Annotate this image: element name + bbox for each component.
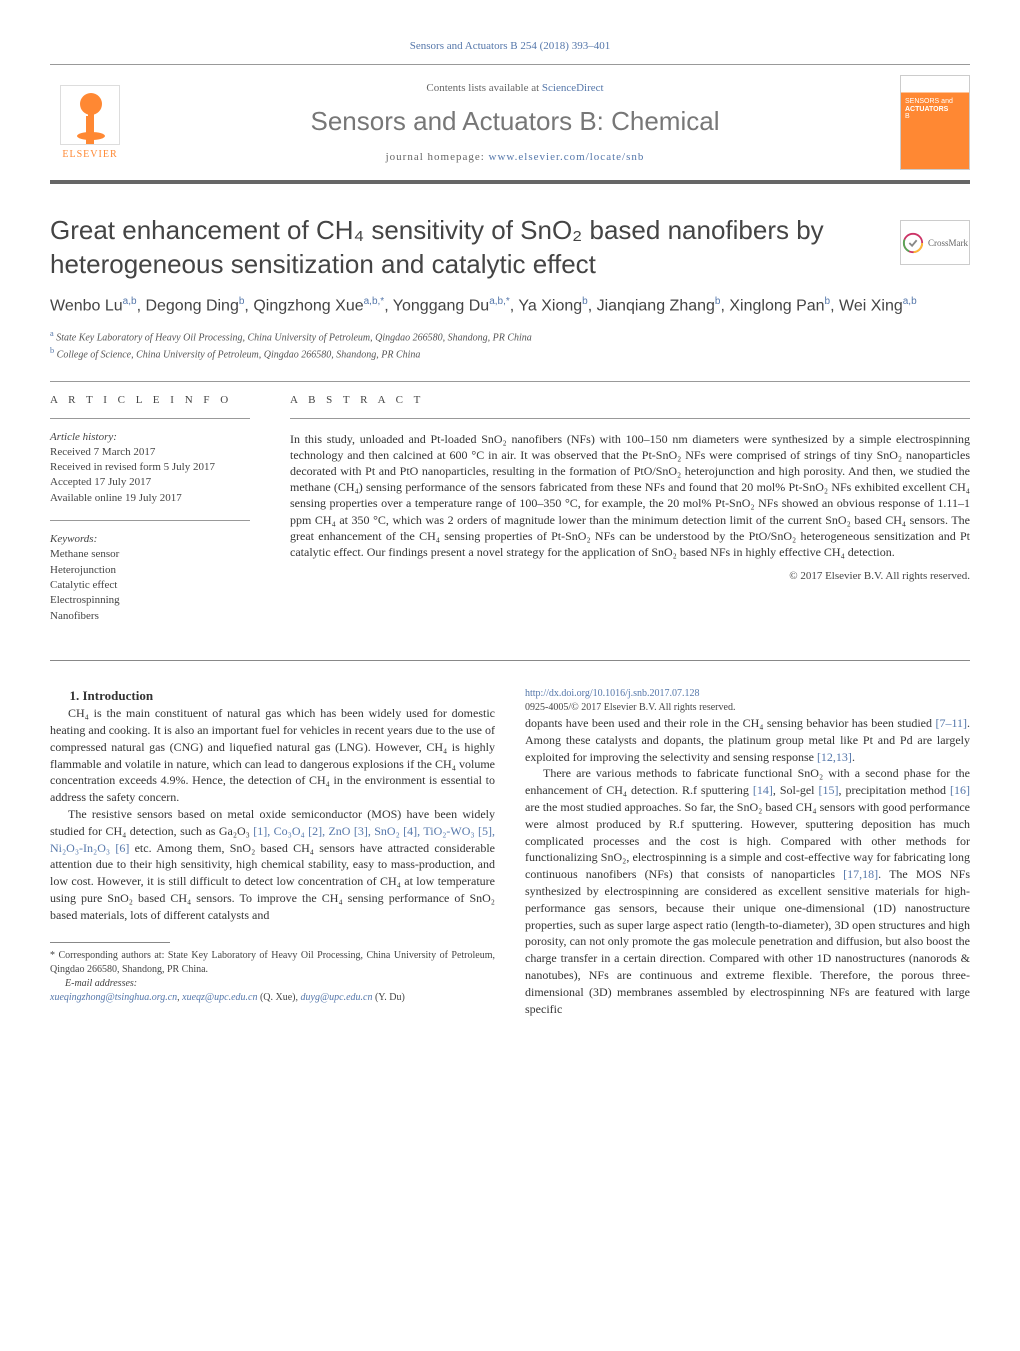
- crossmark-badge[interactable]: CrossMark: [900, 220, 970, 265]
- article-info-heading: a r t i c l e i n f o: [50, 394, 250, 406]
- citation-ref[interactable]: [12,13]: [817, 750, 852, 764]
- issn-line: 0925-4005/© 2017 Elsevier B.V. All right…: [525, 701, 970, 715]
- divider: [290, 418, 970, 419]
- history-line: Accepted 17 July 2017: [50, 475, 250, 490]
- abstract-col: a b s t r a c t In this study, unloaded …: [290, 394, 970, 639]
- journal-name: Sensors and Actuators B: Chemical: [130, 106, 900, 137]
- affiliation-a: a State Key Laboratory of Heavy Oil Proc…: [50, 328, 970, 345]
- journal-cover-thumb: SENSORS and ACTUATORS B: [900, 75, 970, 170]
- elsevier-tree-icon: [60, 85, 120, 145]
- citation-ref[interactable]: [16]: [950, 783, 970, 797]
- abstract-heading: a b s t r a c t: [290, 394, 970, 406]
- history-line: Received 7 March 2017: [50, 445, 250, 460]
- article-title: Great enhancement of CH₄ sensitivity of …: [50, 214, 880, 282]
- section-heading: 1. Introduction: [50, 687, 495, 705]
- page-container: Sensors and Actuators B 254 (2018) 393–4…: [0, 0, 1020, 1057]
- journal-header-bar: ELSEVIER Contents lists available at Sci…: [50, 64, 970, 184]
- history-line: Received in revised form 5 July 2017: [50, 460, 250, 475]
- body-paragraph: dopants have been used and their role in…: [525, 715, 970, 765]
- running-head-citation: Sensors and Actuators B 254 (2018) 393–4…: [50, 40, 970, 52]
- abstract-copyright: © 2017 Elsevier B.V. All rights reserved…: [290, 570, 970, 582]
- divider-thick: [50, 660, 970, 661]
- keyword: Nanofibers: [50, 609, 250, 624]
- history-line: Available online 19 July 2017: [50, 491, 250, 506]
- citation-ref[interactable]: [14]: [753, 783, 773, 797]
- affiliations: a State Key Laboratory of Heavy Oil Proc…: [50, 328, 970, 363]
- corresponding-author-note: * Corresponding authors at: State Key La…: [50, 949, 495, 977]
- author-list: Wenbo Lua,b, Degong Dingb, Qingzhong Xue…: [50, 294, 970, 318]
- body-paragraph: The resistive sensors based on metal oxi…: [50, 806, 495, 924]
- footnote-divider: [50, 942, 170, 943]
- abstract-text: In this study, unloaded and Pt-loaded Sn…: [290, 431, 970, 561]
- doi-url[interactable]: http://dx.doi.org/10.1016/j.snb.2017.07.…: [525, 687, 970, 701]
- sciencedirect-link[interactable]: ScienceDirect: [542, 82, 604, 94]
- keyword: Catalytic effect: [50, 578, 250, 593]
- body-paragraph: There are various methods to fabricate f…: [525, 765, 970, 1017]
- keyword: Heterojunction: [50, 563, 250, 578]
- keyword: Electrospinning: [50, 593, 250, 608]
- crossmark-label: CrossMark: [928, 238, 968, 248]
- history-section: Article history: Received 7 March 2017 R…: [50, 431, 250, 507]
- elsevier-logo: ELSEVIER: [50, 78, 130, 168]
- keywords-section: Keywords: Methane sensor Heterojunction …: [50, 533, 250, 624]
- affiliation-b: b College of Science, China University o…: [50, 345, 970, 362]
- footnotes: * Corresponding authors at: State Key La…: [50, 949, 495, 1005]
- citation-ref[interactable]: [15]: [818, 783, 838, 797]
- doi-block: http://dx.doi.org/10.1016/j.snb.2017.07.…: [525, 687, 970, 715]
- contents-line: Contents lists available at ScienceDirec…: [130, 82, 900, 94]
- citation-ref[interactable]: [7–11]: [935, 716, 967, 730]
- body-columns: 1. Introduction CH₄ is the main constitu…: [50, 687, 970, 1017]
- cover-thumb-text: SENSORS and ACTUATORS B: [905, 98, 953, 121]
- divider: [50, 381, 970, 382]
- email-label: E-mail addresses:: [50, 977, 495, 991]
- homepage-url[interactable]: www.elsevier.com/locate/snb: [489, 151, 645, 163]
- divider: [50, 418, 250, 419]
- article-info-col: a r t i c l e i n f o Article history: R…: [50, 394, 250, 639]
- citation-ref[interactable]: [17,18]: [843, 867, 878, 881]
- keyword: Methane sensor: [50, 547, 250, 562]
- keywords-label: Keywords:: [50, 533, 250, 545]
- info-abstract-row: a r t i c l e i n f o Article history: R…: [50, 394, 970, 639]
- history-label: Article history:: [50, 431, 250, 443]
- header-center: Contents lists available at ScienceDirec…: [130, 82, 900, 163]
- elsevier-label: ELSEVIER: [62, 149, 117, 160]
- crossmark-icon: [902, 232, 924, 254]
- email-addresses: xueqingzhong@tsinghua.org.cn, xueqz@upc.…: [50, 991, 495, 1005]
- homepage-line: journal homepage: www.elsevier.com/locat…: [130, 151, 900, 163]
- homepage-prefix: journal homepage:: [386, 151, 489, 163]
- contents-prefix: Contents lists available at: [426, 82, 541, 94]
- title-row: Great enhancement of CH₄ sensitivity of …: [50, 214, 970, 282]
- body-paragraph: CH₄ is the main constituent of natural g…: [50, 705, 495, 806]
- divider: [50, 520, 250, 521]
